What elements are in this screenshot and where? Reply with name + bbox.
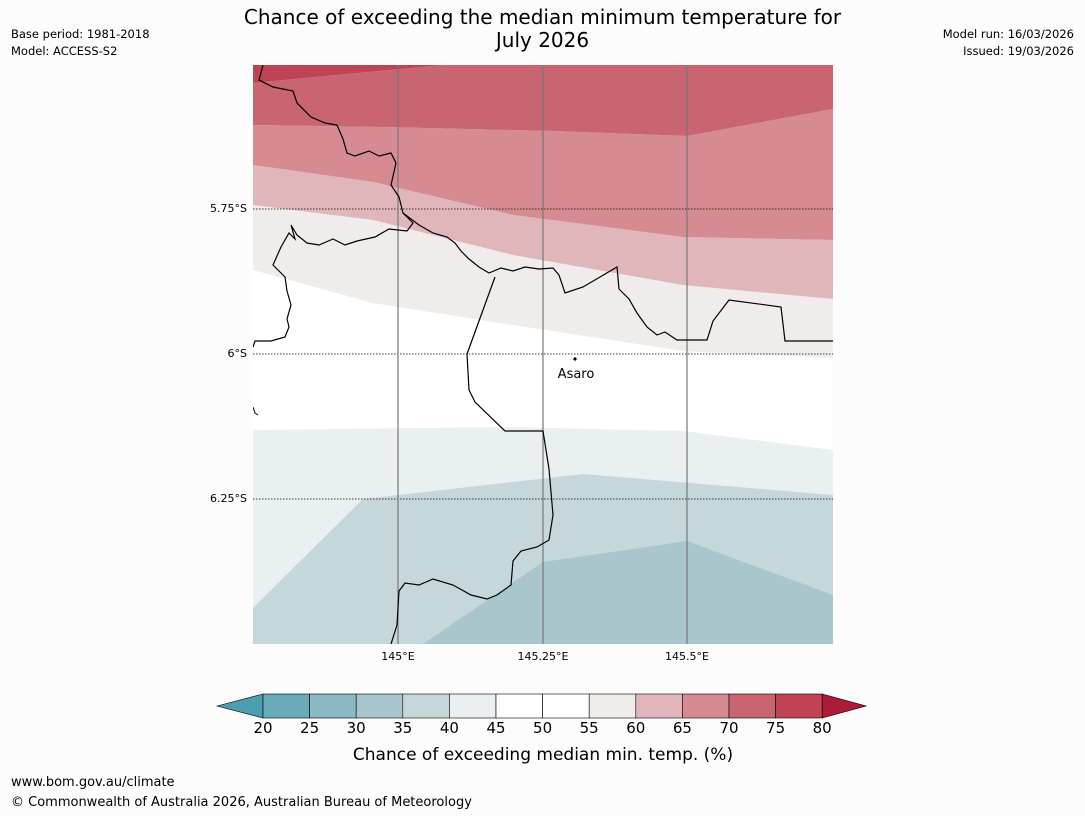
colorbar-tick-70: 70 — [719, 719, 739, 737]
colorbar-label: Chance of exceeding median min. temp. (%… — [352, 745, 734, 765]
base-period-text: Base period: 1981-2018 — [11, 27, 150, 41]
band-75-80 — [253, 65, 443, 83]
colorbar-tick-50: 50 — [533, 719, 553, 737]
lat-label-6-25s: 6.25°S — [210, 492, 247, 505]
lon-label-145e: 145°E — [381, 650, 415, 663]
colorbar-over-arrow — [821, 693, 868, 719]
colorbar-segment-20-25 — [262, 693, 310, 719]
colorbar-tick-35: 35 — [393, 719, 413, 737]
province-boundary-ridge — [402, 212, 833, 342]
colorbar-tick-65: 65 — [672, 719, 692, 737]
lat-label-5-75s: 5.75°S — [210, 202, 247, 215]
colorbar-segment-35-40 — [402, 693, 450, 719]
lon-label-145-5e: 145.5°E — [665, 650, 709, 663]
colorbar-segment-60-65 — [635, 693, 683, 719]
colorbar-tick-80: 80 — [812, 719, 832, 737]
colorbar-segment-30-35 — [355, 693, 404, 719]
model-run-text: Model run: 16/03/2026 — [942, 27, 1074, 41]
colorbar-tick-25: 25 — [300, 719, 320, 737]
issued-text: Issued: 19/03/2026 — [963, 44, 1074, 58]
colorbar-segment-25-30 — [309, 693, 357, 719]
lat-label-6s: 6°S — [227, 347, 247, 360]
province-boundary-south — [390, 276, 554, 644]
footer-copyright: © Commonwealth of Australia 2026, Austra… — [11, 795, 472, 810]
province-boundary-north — [253, 65, 414, 348]
forecast-map: Asaro — [253, 65, 833, 644]
band-30-35 — [423, 541, 833, 644]
colorbar-segment-45-50 — [495, 693, 543, 719]
colorbar-tick-75: 75 — [766, 719, 786, 737]
colorbar-tick-60: 60 — [626, 719, 646, 737]
meta-left: Base period: 1981-2018 Model: ACCESS-S2 — [11, 26, 150, 60]
colorbar-segment-70-75 — [728, 693, 776, 719]
title-line-1: Chance of exceeding the median minimum t… — [243, 5, 842, 29]
lon-label-145-25e: 145.25°E — [517, 650, 569, 663]
model-text: Model: ACCESS-S2 — [11, 44, 118, 58]
colorbar-tick-20: 20 — [253, 719, 273, 737]
colorbar-segment-40-45 — [449, 693, 497, 719]
colorbar-segment-50-55 — [542, 693, 590, 719]
asaro-label: Asaro — [558, 367, 595, 382]
colorbar-under-arrow — [215, 693, 264, 719]
meta-right: Model run: 16/03/2026 Issued: 19/03/2026 — [943, 26, 1074, 60]
asaro-marker — [573, 357, 577, 361]
colorbar-tick-40: 40 — [439, 719, 459, 737]
colorbar-segment-75-80 — [775, 693, 823, 719]
title-line-2: July 2026 — [495, 28, 590, 52]
footer-url: www.bom.gov.au/climate — [11, 775, 175, 790]
colorbar-tick-55: 55 — [579, 719, 599, 737]
chart-title: Chance of exceeding the median minimum t… — [0, 6, 1085, 52]
colorbar-tick-45: 45 — [486, 719, 506, 737]
colorbar-segment-65-70 — [682, 693, 730, 719]
colorbar-segment-55-60 — [588, 693, 637, 719]
province-boundary-fragment — [253, 406, 259, 416]
colorbar-tick-30: 30 — [346, 719, 366, 737]
colorbar — [215, 693, 868, 719]
